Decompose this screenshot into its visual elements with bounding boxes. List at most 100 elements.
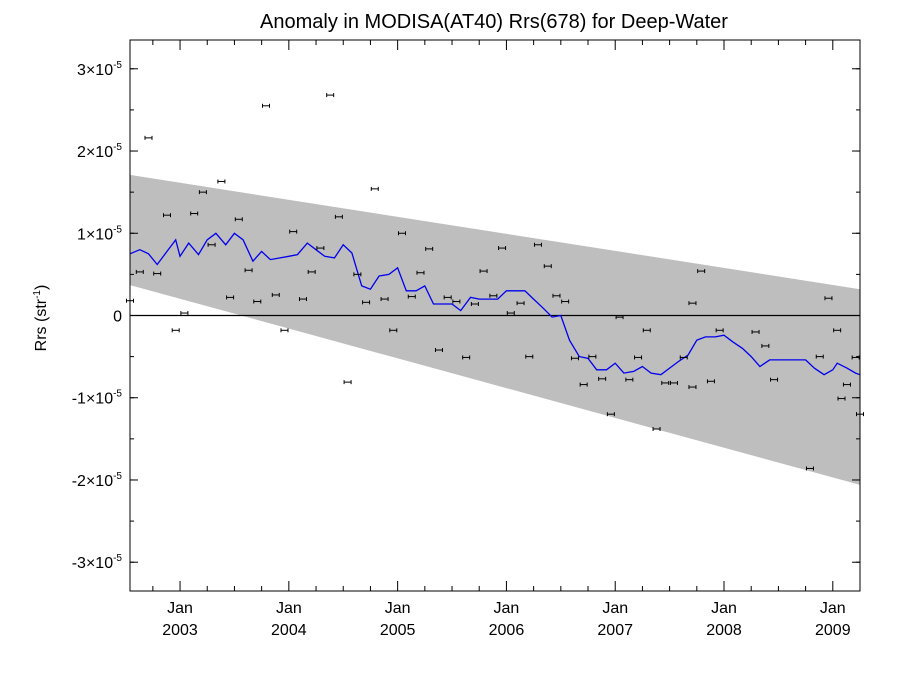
data-point	[144, 135, 153, 140]
data-point	[552, 293, 561, 298]
data-point	[380, 297, 389, 302]
x-tick-label-month: Jan	[385, 600, 411, 617]
data-point	[770, 377, 779, 382]
data-point	[462, 355, 471, 360]
data-point	[397, 231, 406, 236]
data-point	[289, 229, 298, 234]
y-tick-label: 0	[113, 309, 122, 326]
x-tick-label-year: 2006	[489, 622, 525, 639]
data-point	[824, 296, 833, 301]
data-point	[362, 300, 371, 305]
data-point	[570, 356, 579, 361]
confidence-band	[130, 174, 860, 485]
data-point	[715, 328, 724, 333]
data-point	[171, 328, 180, 333]
x-tick-label-year: 2007	[597, 622, 633, 639]
data-point	[207, 242, 216, 247]
data-point	[407, 294, 416, 299]
data-point	[642, 328, 651, 333]
x-tick-label-month: Jan	[602, 600, 628, 617]
data-point	[498, 246, 507, 251]
data-point	[244, 268, 253, 273]
data-point	[443, 295, 452, 300]
data-point	[525, 354, 534, 359]
x-tick-label-month: Jan	[820, 600, 846, 617]
data-point	[180, 311, 189, 316]
data-point	[271, 292, 280, 297]
data-point	[190, 211, 199, 216]
data-point	[625, 377, 634, 382]
y-tick-label: 2×10-5	[77, 142, 122, 161]
data-point	[334, 214, 343, 219]
y-tick-label: -3×10-5	[72, 553, 123, 572]
data-point	[851, 355, 860, 360]
x-tick-label-month: Jan	[711, 600, 737, 617]
y-tick-label: -2×10-5	[72, 471, 123, 490]
x-tick-label-year: 2003	[162, 622, 198, 639]
data-point	[307, 269, 316, 274]
data-point	[688, 301, 697, 306]
plot-area	[126, 93, 864, 485]
data-point	[326, 93, 335, 98]
data-point	[261, 103, 270, 108]
y-tick-label: 3×10-5	[77, 60, 122, 79]
data-point	[815, 354, 824, 359]
x-tick-label-month: Jan	[167, 600, 193, 617]
data-point	[389, 328, 398, 333]
data-point	[162, 213, 171, 218]
data-point	[615, 315, 624, 320]
x-tick-label-year: 2004	[271, 622, 307, 639]
data-point	[805, 466, 814, 471]
data-point	[679, 355, 688, 360]
data-point	[353, 272, 362, 277]
data-point	[761, 343, 770, 348]
data-point	[506, 311, 515, 316]
x-tick-label-year: 2008	[706, 622, 742, 639]
data-point	[135, 269, 144, 274]
data-point	[489, 293, 498, 298]
data-point	[370, 186, 379, 191]
data-point	[416, 270, 425, 275]
data-point	[697, 269, 706, 274]
x-tick-label-month: Jan	[276, 600, 302, 617]
data-point	[561, 299, 570, 304]
data-point	[434, 348, 443, 353]
data-point	[343, 380, 352, 385]
chart-title: Anomaly in MODISA(AT40) Rrs(678) for Dee…	[260, 11, 728, 33]
data-point	[533, 242, 542, 247]
data-point	[153, 271, 162, 276]
running-mean-line	[129, 232, 861, 376]
data-point	[543, 264, 552, 269]
y-axis-label: Rrs (str-1)	[32, 285, 50, 352]
x-tick-label-year: 2009	[815, 622, 851, 639]
data-point	[706, 379, 715, 384]
data-point	[298, 297, 307, 302]
data-point	[316, 246, 325, 251]
x-tick-label-year: 2005	[380, 622, 416, 639]
x-tick-label-month: Jan	[494, 600, 520, 617]
y-tick-label: -1×10-5	[72, 389, 123, 408]
data-point	[479, 269, 488, 274]
data-point	[226, 295, 235, 300]
data-point	[833, 328, 842, 333]
y-tick-label: 1×10-5	[77, 224, 122, 243]
data-point	[588, 354, 597, 359]
data-point	[452, 299, 461, 304]
data-point	[652, 426, 661, 431]
data-point	[425, 246, 434, 251]
data-point	[217, 179, 226, 184]
data-point	[751, 329, 760, 334]
data-point	[842, 382, 851, 387]
data-point	[579, 382, 588, 387]
data-point	[669, 380, 678, 385]
data-point	[661, 380, 670, 385]
data-point	[688, 385, 697, 390]
axes: 3×10-5 2×10-5 1×10-5 0 -1×10-5 -2×10-5 -3×10-5…	[72, 39, 861, 639]
data-point	[634, 355, 643, 360]
data-point	[280, 328, 289, 333]
data-point	[470, 301, 479, 306]
data-point	[598, 376, 607, 381]
data-point	[234, 217, 243, 222]
data-point	[837, 396, 846, 401]
